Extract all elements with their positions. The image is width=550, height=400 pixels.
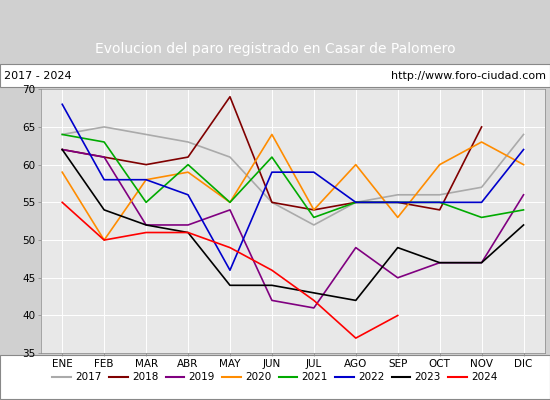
Legend: 2017, 2018, 2019, 2020, 2021, 2022, 2023, 2024: 2017, 2018, 2019, 2020, 2021, 2022, 2023…	[52, 372, 498, 382]
Text: 2017 - 2024: 2017 - 2024	[4, 70, 72, 80]
Text: Evolucion del paro registrado en Casar de Palomero: Evolucion del paro registrado en Casar d…	[95, 42, 455, 56]
Text: http://www.foro-ciudad.com: http://www.foro-ciudad.com	[390, 70, 546, 80]
